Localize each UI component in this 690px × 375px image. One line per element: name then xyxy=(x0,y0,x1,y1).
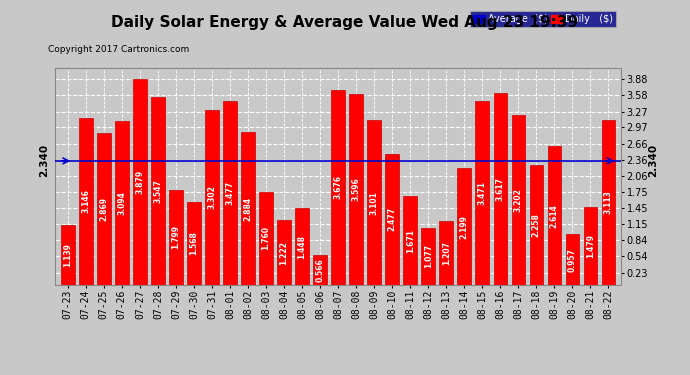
Text: 1.077: 1.077 xyxy=(424,244,433,268)
Bar xyxy=(79,118,92,285)
Text: 3.617: 3.617 xyxy=(496,177,505,201)
Bar xyxy=(475,101,489,285)
Bar xyxy=(440,221,453,285)
Text: 1.479: 1.479 xyxy=(586,234,595,258)
Bar xyxy=(259,192,273,285)
Bar xyxy=(548,146,561,285)
Bar xyxy=(277,220,290,285)
Bar xyxy=(205,110,219,285)
Text: 0.957: 0.957 xyxy=(568,248,577,272)
Bar xyxy=(566,234,579,285)
Bar xyxy=(386,154,399,285)
Text: 0.566: 0.566 xyxy=(315,258,324,282)
Text: 1.799: 1.799 xyxy=(171,225,180,249)
Text: 3.113: 3.113 xyxy=(604,190,613,214)
Bar xyxy=(241,132,255,285)
Text: 3.146: 3.146 xyxy=(81,190,90,213)
Text: 2.614: 2.614 xyxy=(550,204,559,228)
Text: 1.568: 1.568 xyxy=(190,231,199,255)
Text: 3.676: 3.676 xyxy=(333,176,343,200)
Text: 3.202: 3.202 xyxy=(514,188,523,212)
Text: 2.477: 2.477 xyxy=(388,207,397,231)
Text: 3.879: 3.879 xyxy=(135,170,144,194)
Bar xyxy=(97,133,110,285)
Text: 2.258: 2.258 xyxy=(532,213,541,237)
Text: 1.671: 1.671 xyxy=(406,229,415,253)
Bar xyxy=(511,115,525,285)
Bar xyxy=(602,120,615,285)
Bar xyxy=(404,196,417,285)
Text: 1.222: 1.222 xyxy=(279,241,288,264)
Bar xyxy=(349,94,363,285)
Text: 2.340: 2.340 xyxy=(649,144,658,177)
Text: 3.596: 3.596 xyxy=(352,178,361,201)
Text: 3.477: 3.477 xyxy=(226,181,235,205)
Bar xyxy=(493,93,507,285)
Bar xyxy=(529,165,543,285)
Bar xyxy=(151,97,165,285)
Text: 1.207: 1.207 xyxy=(442,241,451,265)
Legend: Average  ($), Daily   ($): Average ($), Daily ($) xyxy=(471,12,616,27)
Text: 3.094: 3.094 xyxy=(117,191,126,215)
Bar xyxy=(224,100,237,285)
Bar xyxy=(187,202,201,285)
Text: 2.340: 2.340 xyxy=(39,144,50,177)
Text: 2.869: 2.869 xyxy=(99,197,108,221)
Bar xyxy=(367,120,381,285)
Text: 2.884: 2.884 xyxy=(244,196,253,220)
Bar xyxy=(584,207,597,285)
Bar xyxy=(295,208,309,285)
Text: Daily Solar Energy & Average Value Wed Aug 23 19:39: Daily Solar Energy & Average Value Wed A… xyxy=(112,15,578,30)
Bar xyxy=(133,79,147,285)
Text: 1.448: 1.448 xyxy=(297,235,306,259)
Bar xyxy=(115,121,128,285)
Text: 3.471: 3.471 xyxy=(477,181,486,205)
Bar xyxy=(313,255,327,285)
Text: 3.302: 3.302 xyxy=(208,186,217,209)
Text: Copyright 2017 Cartronics.com: Copyright 2017 Cartronics.com xyxy=(48,45,190,54)
Text: 1.139: 1.139 xyxy=(63,243,72,267)
Bar xyxy=(422,228,435,285)
Text: 2.199: 2.199 xyxy=(460,215,469,238)
Bar xyxy=(61,225,75,285)
Bar xyxy=(457,168,471,285)
Text: 3.547: 3.547 xyxy=(153,179,162,203)
Bar xyxy=(331,90,345,285)
Text: 3.101: 3.101 xyxy=(370,191,379,214)
Bar xyxy=(169,190,183,285)
Text: 1.760: 1.760 xyxy=(262,226,270,251)
